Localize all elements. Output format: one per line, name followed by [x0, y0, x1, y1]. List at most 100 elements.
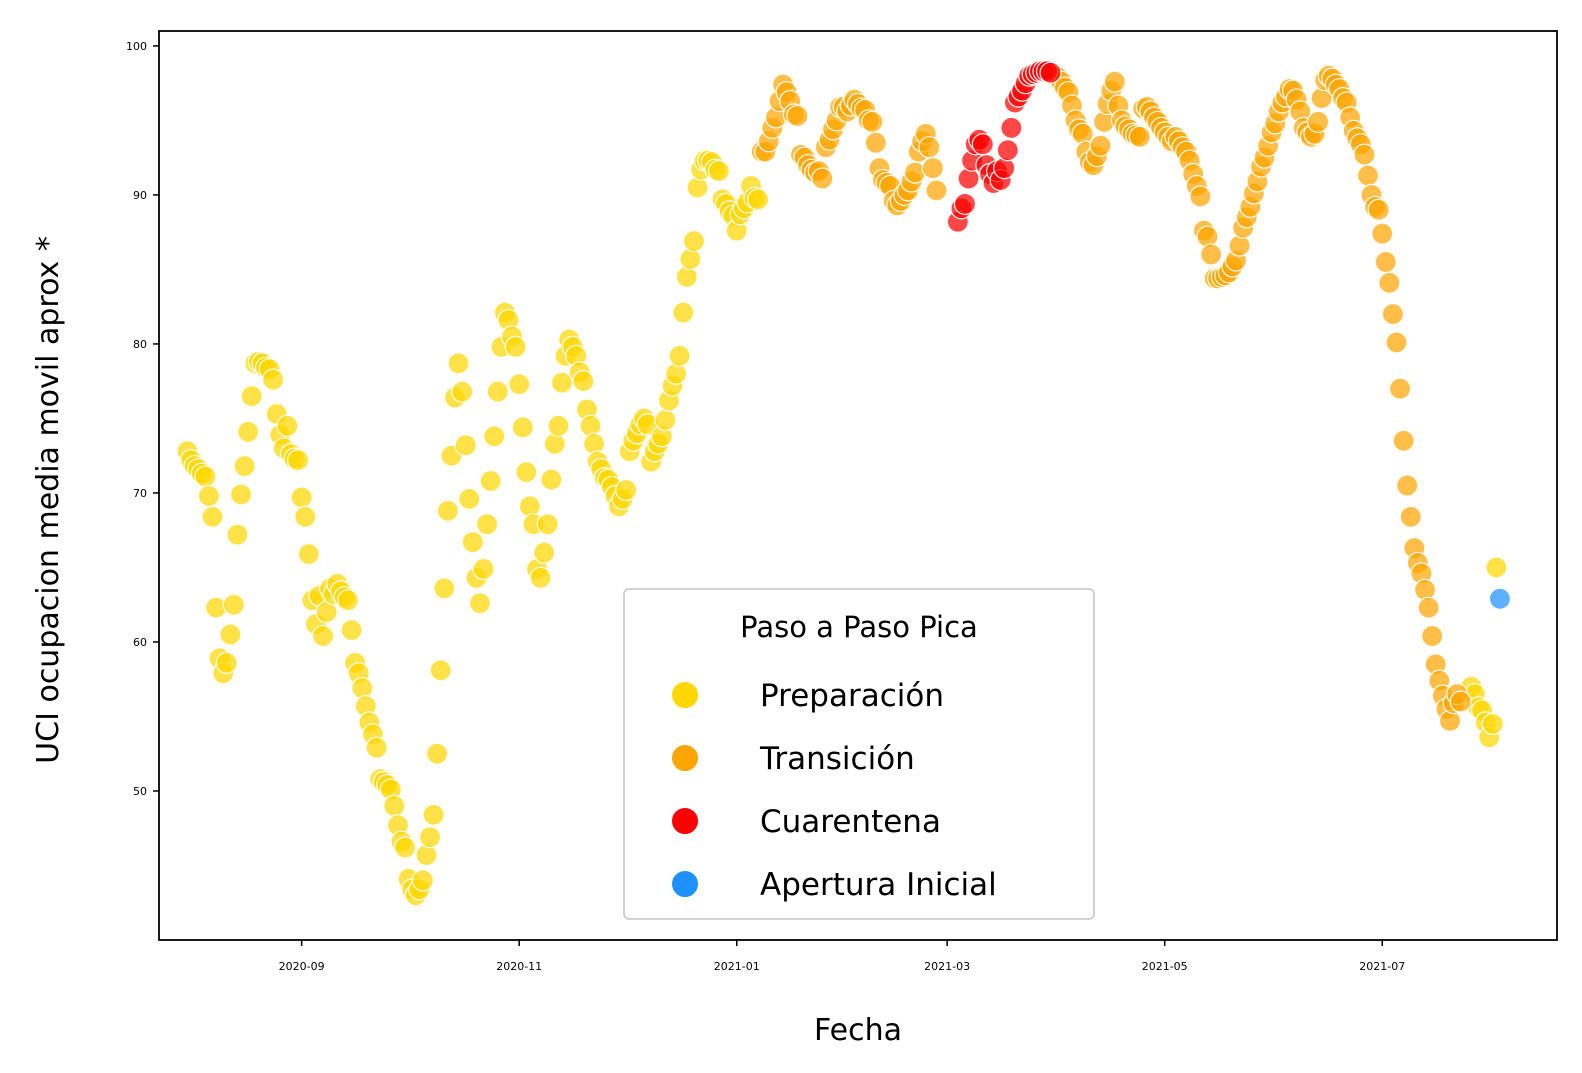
data-point	[1103, 70, 1126, 93]
data-point	[261, 368, 285, 391]
y-axis: 50 60 70 80 90 100	[126, 40, 159, 798]
data-point	[547, 414, 570, 438]
data-point	[1189, 185, 1212, 208]
y-tick-label: 100	[126, 40, 147, 53]
data-point	[479, 469, 502, 493]
data-point	[447, 352, 470, 375]
data-point	[450, 380, 474, 403]
data-point	[921, 156, 945, 180]
data-point	[433, 577, 456, 600]
data-point	[422, 803, 445, 826]
legend-label: Cuarentena	[760, 804, 941, 840]
y-tick-label: 80	[133, 338, 147, 351]
data-point	[215, 651, 238, 674]
x-axis: 2020-09 2020-11 2021-01 2021-03 2021-05 2021-…	[279, 940, 1405, 973]
data-point	[365, 736, 388, 759]
data-point	[297, 542, 320, 566]
data-point	[1481, 712, 1504, 736]
data-point	[682, 229, 706, 253]
data-point	[237, 420, 260, 444]
data-point	[483, 425, 506, 448]
data-point	[418, 826, 442, 849]
data-point	[1128, 125, 1151, 148]
data-point	[529, 566, 552, 590]
data-point	[1306, 110, 1330, 134]
data-point	[219, 623, 242, 646]
data-point	[411, 869, 435, 892]
data-point	[229, 483, 253, 506]
data-point	[294, 505, 317, 528]
y-tick-label: 90	[133, 189, 147, 202]
data-point	[1388, 377, 1412, 400]
data-point	[429, 659, 452, 682]
data-point	[436, 499, 460, 522]
data-point	[504, 335, 527, 359]
data-point	[468, 592, 492, 615]
data-point	[240, 384, 263, 408]
y-tick-label: 50	[133, 785, 147, 798]
data-point	[615, 478, 638, 502]
data-point	[286, 449, 310, 472]
data-point	[383, 794, 406, 818]
legend-label: Preparación	[760, 678, 944, 714]
data-point	[918, 136, 941, 159]
data-point	[1356, 164, 1380, 187]
x-tick-label: 2021-01	[714, 960, 760, 973]
x-tick-label: 2021-07	[1359, 960, 1405, 973]
data-point	[1378, 271, 1401, 294]
data-point	[311, 624, 335, 648]
data-point	[201, 505, 224, 528]
data-point	[1385, 331, 1408, 354]
data-point	[1039, 61, 1062, 84]
legend-marker	[671, 807, 699, 835]
data-point	[864, 131, 887, 154]
legend-marker	[671, 681, 699, 709]
data-points	[176, 60, 1512, 907]
data-point	[786, 104, 809, 128]
data-point	[668, 344, 691, 368]
data-point	[222, 593, 246, 616]
data-point	[194, 465, 217, 488]
y-axis-title: UCI ocupacion media movil aprox *	[31, 236, 66, 764]
data-point	[1374, 250, 1397, 274]
data-point	[1399, 505, 1422, 528]
legend-label: Transición	[759, 741, 915, 777]
data-point	[1199, 243, 1223, 266]
data-point	[811, 167, 834, 190]
data-point	[1392, 429, 1415, 452]
x-tick-label: 2020-09	[279, 960, 325, 973]
data-point	[996, 139, 1019, 162]
data-point	[540, 468, 563, 491]
legend-marker	[671, 744, 699, 772]
plot-frame	[158, 30, 1558, 941]
legend: Paso a Paso Pica Preparación Transición Cu…	[623, 588, 1095, 920]
data-point	[290, 486, 313, 509]
data-point	[1449, 690, 1472, 713]
data-point	[226, 523, 249, 546]
data-point	[533, 541, 556, 564]
data-point	[1353, 143, 1376, 166]
data-point	[707, 159, 731, 183]
data-point	[1488, 587, 1512, 610]
data-point	[458, 487, 481, 511]
data-point	[508, 373, 531, 396]
x-tick-label: 2021-03	[924, 960, 970, 973]
data-point	[1396, 474, 1419, 497]
data-point	[340, 618, 363, 642]
data-point	[861, 110, 884, 134]
data-point	[393, 836, 417, 859]
data-point	[472, 557, 495, 581]
legend-box	[623, 588, 1095, 920]
data-point	[511, 416, 534, 439]
data-point	[572, 370, 595, 393]
legend-title: Paso a Paso Pica	[740, 610, 978, 644]
data-point	[197, 484, 221, 508]
data-point	[1371, 222, 1394, 245]
legend-entries: Preparación Transición Cuarentena Apertura …	[671, 678, 997, 903]
data-point	[1381, 302, 1405, 326]
data-point	[1421, 624, 1444, 648]
data-point	[536, 513, 559, 536]
data-point	[475, 513, 499, 536]
data-point	[426, 742, 449, 765]
